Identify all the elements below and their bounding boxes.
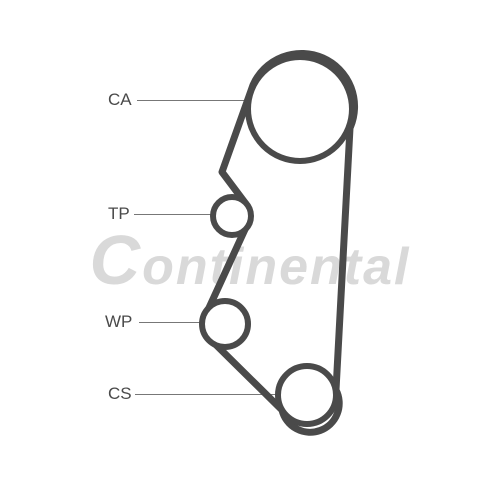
pulley-cs <box>278 366 336 424</box>
pulley-ca <box>248 57 352 161</box>
belt-routing-diagram: Continental CA TP WP CS <box>0 0 500 500</box>
diagram-svg <box>0 0 500 500</box>
pulley-wp <box>202 301 248 347</box>
pulley-tp <box>213 197 251 235</box>
